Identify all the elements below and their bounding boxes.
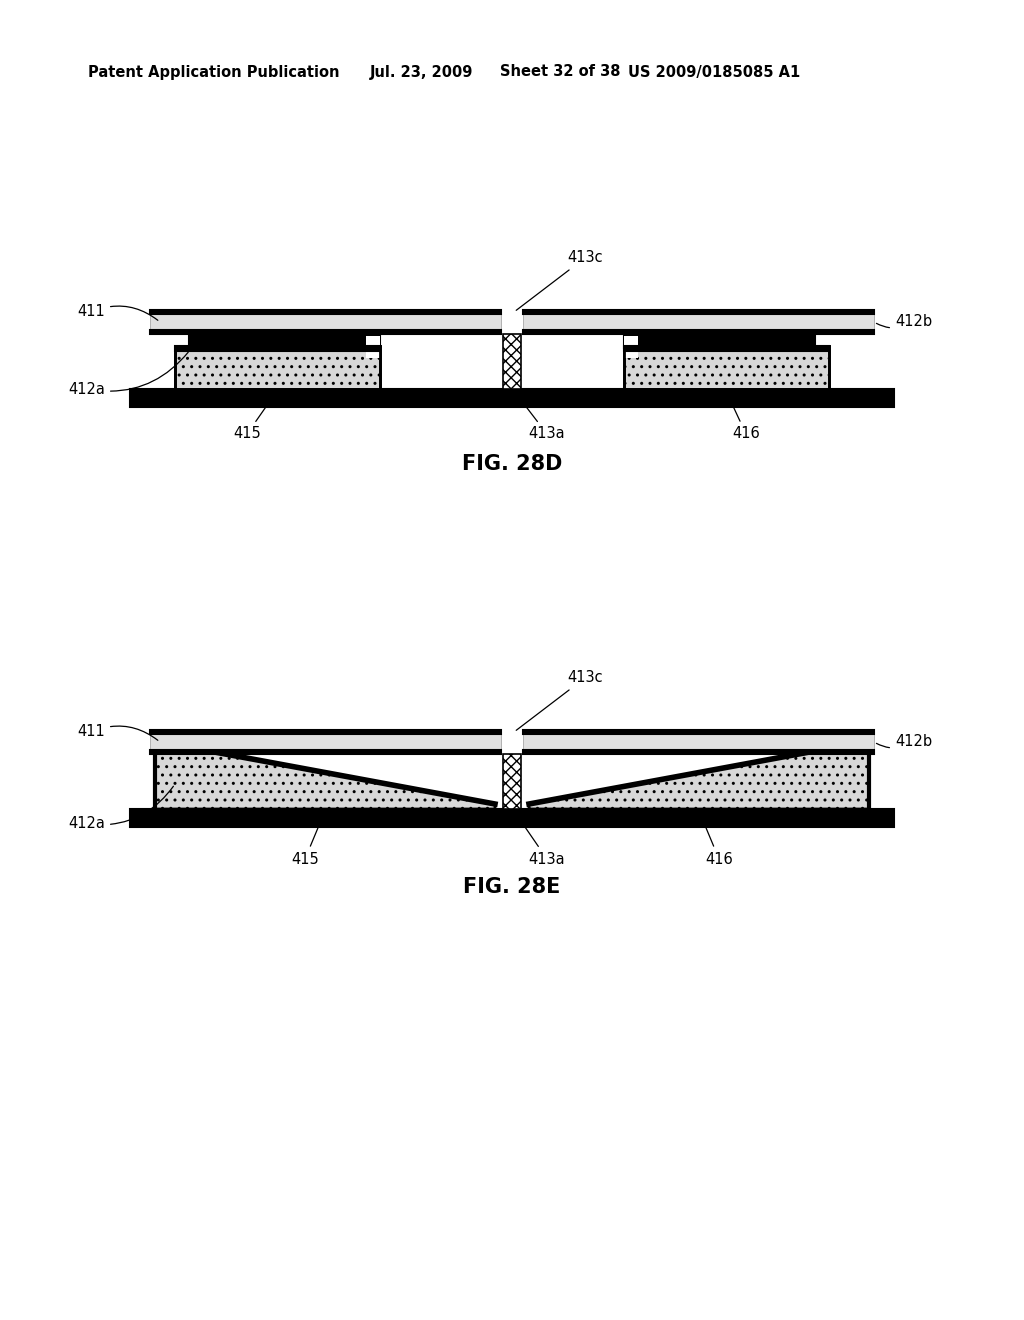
Bar bbox=[366, 337, 380, 358]
Bar bbox=[624, 346, 829, 351]
Bar bbox=[503, 754, 521, 809]
Text: 413c: 413c bbox=[516, 251, 603, 310]
Bar bbox=[624, 337, 815, 348]
Text: Jul. 23, 2009: Jul. 23, 2009 bbox=[370, 65, 473, 79]
Bar bbox=[150, 734, 501, 750]
Bar bbox=[523, 750, 874, 754]
Polygon shape bbox=[155, 741, 495, 809]
Text: 412a: 412a bbox=[69, 352, 188, 396]
Text: 415: 415 bbox=[233, 393, 275, 441]
Polygon shape bbox=[529, 741, 869, 809]
Bar bbox=[624, 346, 829, 389]
Text: FIG. 28D: FIG. 28D bbox=[462, 454, 562, 474]
Text: FIG. 28E: FIG. 28E bbox=[463, 876, 561, 898]
Bar bbox=[175, 346, 380, 389]
Text: 412b: 412b bbox=[877, 734, 932, 750]
Text: Patent Application Publication: Patent Application Publication bbox=[88, 65, 340, 79]
Text: 413a: 413a bbox=[516, 393, 565, 441]
Bar bbox=[175, 346, 380, 389]
Text: 416: 416 bbox=[727, 393, 760, 441]
Bar bbox=[150, 750, 501, 754]
Text: 411: 411 bbox=[77, 725, 158, 741]
Bar bbox=[150, 314, 501, 330]
Bar bbox=[503, 334, 521, 389]
Text: 413c: 413c bbox=[516, 671, 603, 730]
Bar bbox=[150, 310, 501, 314]
Bar bbox=[523, 734, 874, 750]
Bar bbox=[150, 730, 501, 734]
Bar bbox=[624, 337, 638, 358]
Text: 412b: 412b bbox=[877, 314, 932, 330]
Bar bbox=[150, 330, 501, 334]
Bar bbox=[523, 314, 874, 330]
Text: Sheet 32 of 38: Sheet 32 of 38 bbox=[500, 65, 621, 79]
Text: 413a: 413a bbox=[515, 813, 565, 866]
Bar bbox=[523, 730, 874, 734]
Bar bbox=[130, 389, 894, 407]
Text: 415: 415 bbox=[291, 813, 324, 866]
Text: US 2009/0185085 A1: US 2009/0185085 A1 bbox=[628, 65, 800, 79]
Bar bbox=[523, 310, 874, 314]
Bar bbox=[175, 346, 380, 351]
Text: 411: 411 bbox=[77, 305, 158, 321]
Text: 416: 416 bbox=[700, 813, 733, 866]
Text: 412a: 412a bbox=[69, 787, 173, 832]
Bar bbox=[189, 337, 380, 348]
Bar bbox=[523, 330, 874, 334]
Bar bbox=[130, 809, 894, 828]
Bar bbox=[624, 346, 829, 389]
